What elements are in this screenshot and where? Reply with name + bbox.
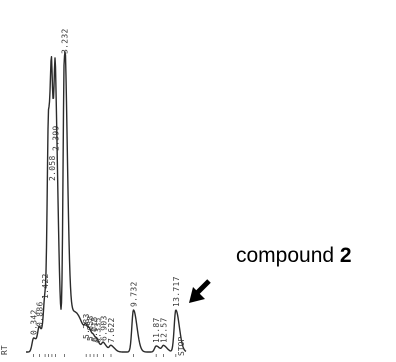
peak-label: 11.87 bbox=[152, 317, 161, 343]
peak-label: 13.717 bbox=[172, 276, 181, 307]
peak-label: 5.658 bbox=[86, 315, 95, 341]
peak-label: 7.622 bbox=[107, 317, 116, 343]
peak-label: 9.732 bbox=[129, 281, 138, 307]
peak-label: 6.903 bbox=[99, 315, 108, 341]
rt-axis-label: RT bbox=[0, 345, 9, 355]
chromatogram-trace bbox=[25, 51, 187, 353]
peak-label: 3.232 bbox=[60, 28, 69, 54]
peak-label: 2.058 bbox=[48, 155, 57, 181]
peak-label: 6.335 bbox=[93, 317, 102, 343]
peak-label: 12.57 bbox=[160, 317, 169, 343]
peak-label: 0.342 bbox=[30, 309, 39, 335]
annotation-text: compound bbox=[236, 244, 340, 267]
peak-label: 2.399 bbox=[52, 125, 61, 151]
compound-annotation: compound 2 bbox=[236, 244, 352, 268]
peak-label: 6.015 bbox=[90, 316, 99, 342]
peak-marks bbox=[33, 354, 177, 357]
peak-label: 0.886 bbox=[35, 301, 44, 327]
annotation-number: 2 bbox=[339, 244, 352, 267]
stop-label: STOP bbox=[177, 337, 186, 356]
